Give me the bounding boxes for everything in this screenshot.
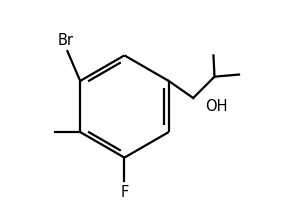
Text: OH: OH: [205, 99, 227, 114]
Text: Br: Br: [57, 33, 73, 48]
Text: F: F: [120, 185, 129, 200]
